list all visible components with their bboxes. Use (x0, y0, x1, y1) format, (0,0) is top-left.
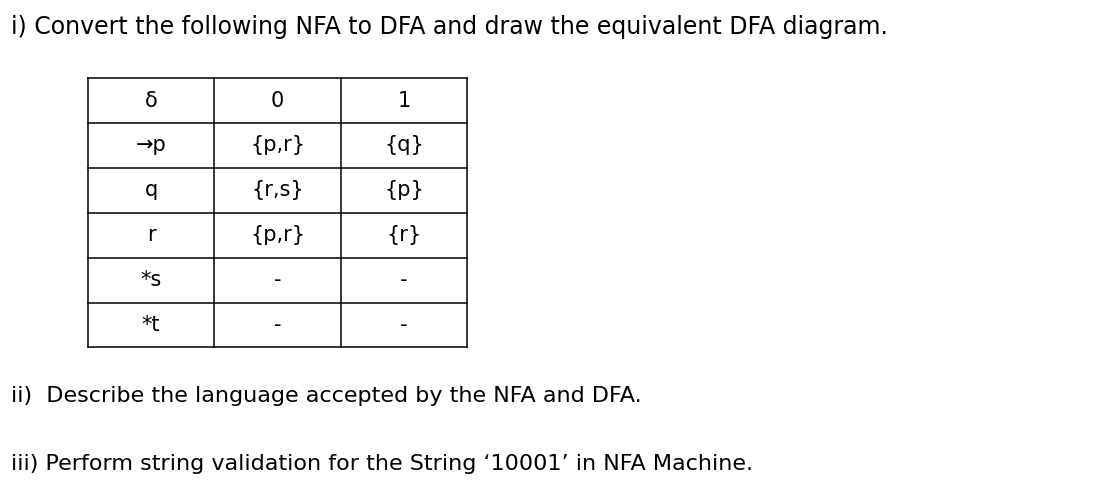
Text: -: - (400, 315, 408, 335)
Text: 1: 1 (397, 91, 411, 110)
Text: δ: δ (145, 91, 157, 110)
Text: *s: *s (141, 270, 162, 290)
Text: {r}: {r} (387, 225, 421, 245)
Text: {q}: {q} (384, 136, 424, 155)
Text: {p,r}: {p,r} (249, 225, 306, 245)
Text: iii) Perform string validation for the String ‘10001’ in NFA Machine.: iii) Perform string validation for the S… (11, 454, 753, 474)
Text: ii)  Describe the language accepted by the NFA and DFA.: ii) Describe the language accepted by th… (11, 386, 642, 406)
Text: *t: *t (142, 315, 160, 335)
Text: r: r (147, 225, 155, 245)
Text: -: - (274, 270, 281, 290)
Text: {r,s}: {r,s} (252, 181, 303, 200)
Text: {p}: {p} (384, 181, 424, 200)
Text: -: - (400, 270, 408, 290)
Text: {p,r}: {p,r} (249, 136, 306, 155)
Text: i) Convert the following NFA to DFA and draw the equivalent DFA diagram.: i) Convert the following NFA to DFA and … (11, 15, 888, 39)
Text: 0: 0 (270, 91, 285, 110)
Text: →p: →p (136, 136, 166, 155)
Text: q: q (144, 181, 158, 200)
Text: -: - (274, 315, 281, 335)
